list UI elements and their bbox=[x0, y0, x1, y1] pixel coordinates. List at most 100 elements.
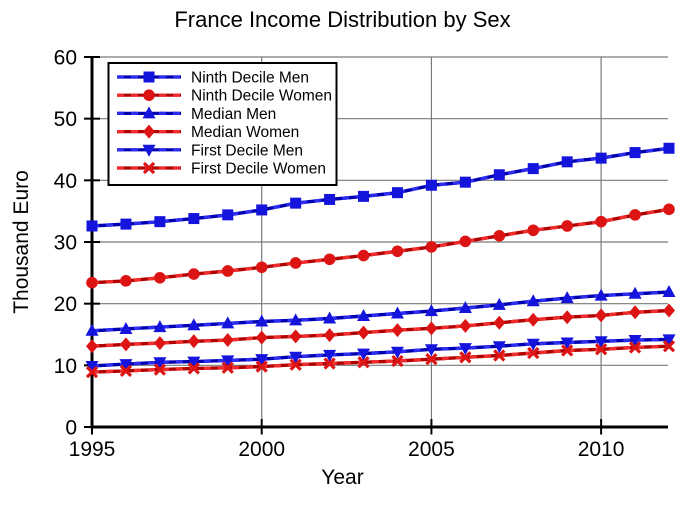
series-median-women bbox=[86, 303, 675, 354]
marker-triangle-down bbox=[119, 359, 133, 372]
marker-triangle-up bbox=[628, 286, 642, 299]
marker-circle bbox=[357, 249, 370, 262]
chart-title: France Income Distribution by Sex bbox=[174, 7, 511, 32]
marker-circle bbox=[323, 253, 336, 266]
marker-square bbox=[222, 209, 234, 221]
marker-x bbox=[289, 358, 302, 371]
marker-triangle-up bbox=[424, 304, 438, 317]
marker-circle bbox=[459, 235, 472, 248]
marker-x bbox=[85, 365, 99, 379]
marker-square bbox=[459, 176, 471, 188]
marker-square bbox=[86, 220, 98, 232]
marker-square bbox=[188, 213, 200, 225]
legend-item-label: Ninth Decile Men bbox=[191, 70, 309, 87]
marker-x bbox=[221, 361, 234, 374]
marker-triangle-down bbox=[323, 349, 337, 362]
x-tick-label: 2010 bbox=[578, 438, 625, 461]
y-tick-label: 50 bbox=[54, 108, 77, 131]
marker-square bbox=[595, 152, 607, 164]
marker-x bbox=[391, 354, 404, 368]
marker-triangle-up bbox=[289, 313, 303, 326]
marker-x bbox=[255, 360, 268, 373]
legend-item-label: First Decile Women bbox=[191, 161, 326, 178]
legend-item-ninth-decile-women: Ninth Decile Women bbox=[117, 88, 332, 105]
series-ninth-decile-women bbox=[86, 203, 675, 289]
marker-diamond bbox=[289, 329, 302, 344]
marker-diamond bbox=[595, 308, 608, 323]
legend-item-median-women: Median Women bbox=[117, 124, 299, 141]
marker-diamond bbox=[493, 315, 506, 330]
marker-triangle-up bbox=[357, 309, 371, 321]
marker-diamond bbox=[663, 303, 675, 318]
marker-x bbox=[662, 340, 676, 353]
marker-triangle-down bbox=[560, 337, 574, 350]
marker-circle bbox=[595, 215, 607, 228]
marker-circle bbox=[154, 271, 166, 284]
marker-triangle-up bbox=[662, 284, 676, 297]
y-tick-label: 0 bbox=[65, 417, 77, 440]
marker-x bbox=[323, 357, 336, 370]
marker-diamond bbox=[391, 323, 404, 338]
legend-item-first-decile-men: First Decile Men bbox=[117, 142, 303, 159]
marker-circle bbox=[527, 224, 540, 237]
marker-diamond bbox=[527, 312, 540, 327]
marker-diamond bbox=[221, 333, 234, 348]
marker-triangle-up bbox=[526, 294, 540, 307]
marker-diamond bbox=[561, 310, 574, 325]
marker-diamond bbox=[459, 318, 472, 333]
marker-circle bbox=[561, 220, 573, 232]
marker-diamond bbox=[357, 325, 370, 340]
marker-diamond bbox=[255, 330, 268, 345]
marker-triangle-down bbox=[221, 355, 235, 368]
y-tick-label: 40 bbox=[54, 170, 77, 193]
marker-triangle-up bbox=[458, 300, 472, 313]
legend-item-label: Median Women bbox=[191, 124, 299, 141]
marker-circle bbox=[188, 268, 200, 280]
marker-x bbox=[357, 356, 370, 369]
marker-triangle-up bbox=[85, 323, 99, 336]
marker-triangle-up bbox=[492, 297, 506, 310]
y-tick-label: 30 bbox=[54, 232, 77, 255]
marker-square bbox=[391, 187, 403, 199]
y-tick-label: 10 bbox=[54, 355, 77, 378]
marker-triangle-up bbox=[142, 106, 156, 119]
marker-diamond bbox=[119, 337, 132, 352]
marker-square bbox=[425, 179, 437, 191]
marker-triangle-down bbox=[85, 360, 99, 373]
marker-triangle-down bbox=[289, 351, 303, 364]
legend-item-ninth-decile-men: Ninth Decile Men bbox=[117, 70, 309, 87]
marker-triangle-up bbox=[560, 291, 574, 304]
axis-ticks: 0 10 20 30 40 50 60 1995 2000 2005 2010 bbox=[54, 47, 625, 462]
marker-circle bbox=[255, 261, 268, 274]
marker-circle bbox=[289, 257, 302, 269]
marker-x bbox=[119, 364, 133, 378]
marker-x bbox=[527, 346, 540, 360]
marker-square bbox=[256, 204, 268, 216]
marker-x bbox=[628, 341, 642, 354]
marker-circle bbox=[493, 230, 506, 242]
y-tick-label: 60 bbox=[54, 47, 77, 70]
marker-circle bbox=[86, 276, 98, 289]
marker-circle bbox=[221, 265, 234, 277]
marker-diamond bbox=[143, 124, 155, 139]
marker-diamond bbox=[86, 339, 98, 354]
marker-triangle-down bbox=[526, 338, 540, 351]
legend-item-first-decile-women: First Decile Women bbox=[117, 161, 326, 178]
marker-square bbox=[120, 218, 132, 230]
marker-x bbox=[459, 351, 472, 364]
marker-circle bbox=[425, 241, 438, 253]
marker-diamond bbox=[323, 328, 336, 343]
series-ninth-decile-men bbox=[86, 142, 675, 232]
marker-circle bbox=[629, 209, 641, 221]
marker-circle bbox=[663, 203, 675, 216]
marker-triangle-up bbox=[255, 314, 269, 327]
y-axis-label: Thousand Euro bbox=[10, 170, 33, 314]
marker-triangle-down bbox=[357, 348, 371, 361]
legend-item-label: Median Men bbox=[191, 106, 276, 123]
marker-triangle-up bbox=[594, 288, 608, 301]
marker-square bbox=[290, 197, 302, 209]
x-tick-label: 2000 bbox=[238, 438, 285, 461]
marker-square bbox=[663, 142, 675, 154]
